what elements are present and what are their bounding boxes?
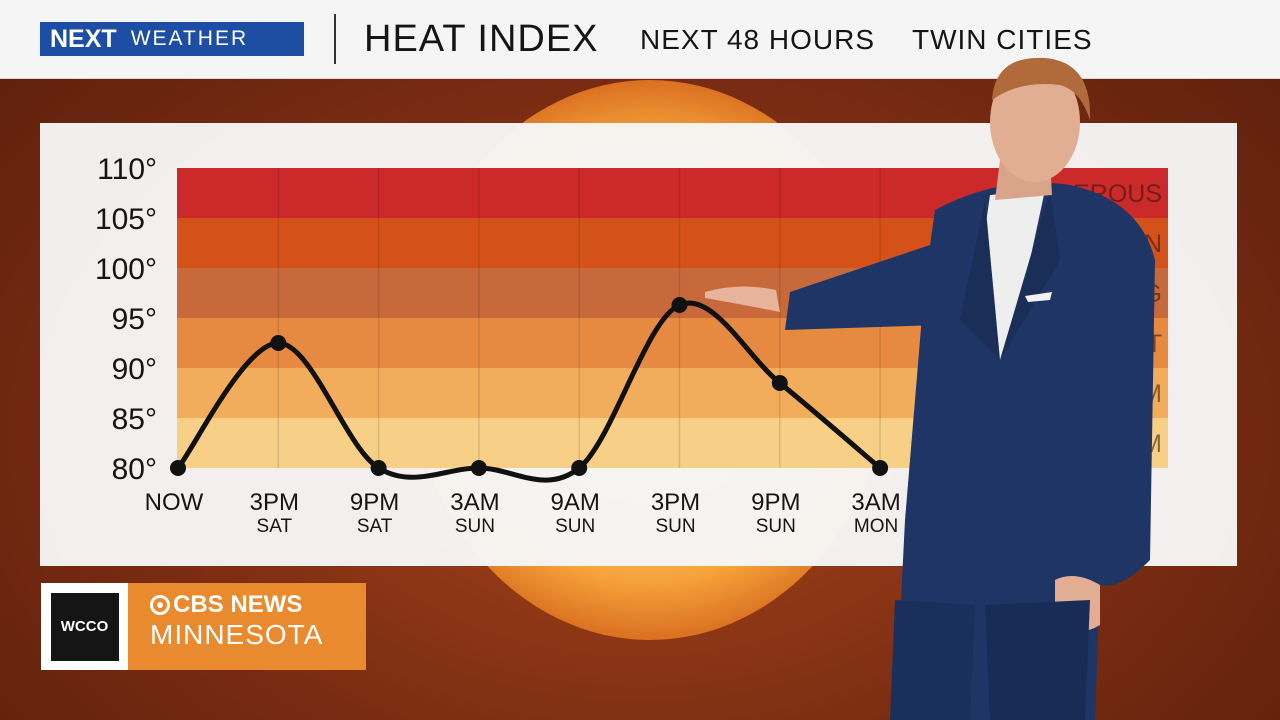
x-tick-label: 3AM	[851, 489, 900, 516]
x-tick-sublabel: MON	[854, 516, 898, 537]
x-tick-sublabel: SAT	[357, 516, 393, 537]
y-tick-label: 95°	[112, 303, 157, 336]
x-tick-sublabel: SUN	[756, 516, 796, 537]
logo-weather-text: WEATHER	[130, 27, 249, 50]
page-title: HEAT INDEX	[364, 18, 599, 60]
y-tick-label: 85°	[112, 403, 157, 436]
data-point	[771, 375, 788, 391]
header-divider	[334, 14, 336, 64]
x-tick-label: 3AM	[450, 489, 499, 516]
wcco-logo: WCCO	[41, 583, 128, 670]
y-tick-label: 105°	[95, 203, 157, 236]
data-point	[270, 335, 287, 351]
y-tick-label: 80°	[112, 453, 157, 486]
data-point	[470, 460, 487, 476]
x-tick-label: 9PM	[350, 489, 399, 516]
data-point	[571, 460, 588, 476]
x-tick-sublabel: SAT	[257, 516, 293, 537]
data-point	[370, 460, 387, 476]
minnesota-text: MINNESOTA	[150, 619, 324, 650]
data-point	[872, 460, 889, 476]
x-tick-label: 3PM	[651, 489, 700, 516]
x-tick-sublabel: SUN	[555, 516, 595, 537]
data-point	[170, 460, 186, 476]
cbs-news-text: CBS NEWS	[173, 591, 303, 618]
y-tick-label: 110°	[97, 153, 157, 186]
time-range-label: NEXT 48 HOURS	[640, 24, 875, 55]
cbs-eye-icon	[150, 595, 170, 615]
wcco-logo-text: WCCO	[50, 592, 119, 661]
next-weather-logo: NEXT WEATHER	[40, 22, 304, 56]
top-bar: NEXT WEATHER HEAT INDEX NEXT 48 HOURS TW…	[0, 0, 1280, 79]
cbs-news-minnesota-logo: WCCO CBS NEWS MINNESOTA	[41, 583, 366, 670]
x-tick-sublabel: SUN	[455, 516, 495, 537]
location-label: TWIN CITIES	[912, 24, 1093, 55]
x-tick-label: 9AM	[551, 489, 600, 516]
data-point	[671, 297, 688, 313]
x-tick-sublabel: SUN	[655, 516, 695, 537]
y-tick-label: 90°	[112, 353, 157, 386]
y-tick-label: 100°	[95, 253, 157, 286]
x-tick-label: 3PM	[250, 489, 299, 516]
x-tick-label: 9PM	[751, 489, 800, 516]
logo-next-text: NEXT	[50, 24, 117, 53]
x-tick-label: NOW	[145, 489, 204, 516]
